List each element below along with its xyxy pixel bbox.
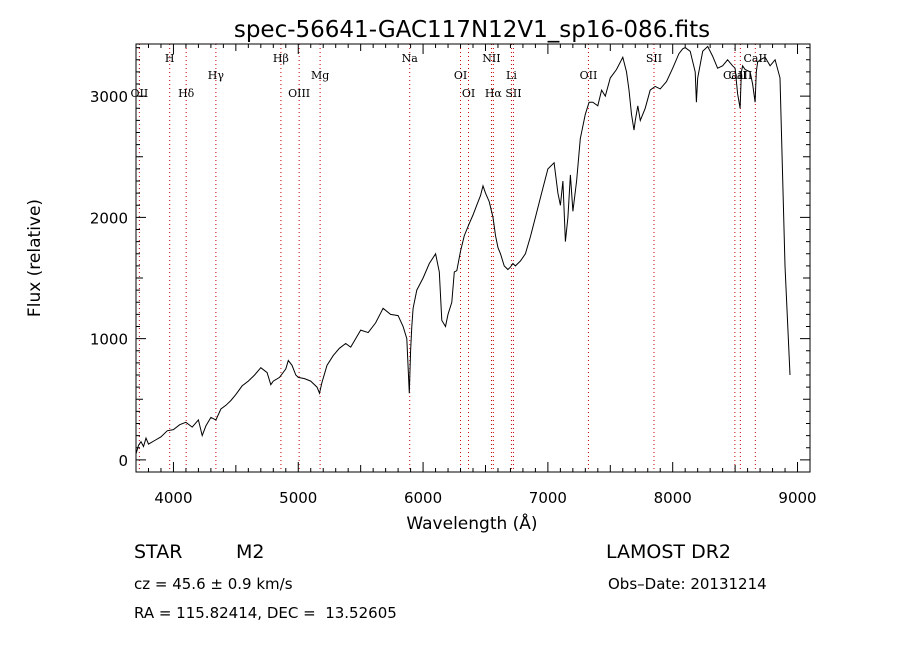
- x-axis-label: Wavelength (Å): [406, 512, 537, 534]
- chart-title: spec-56641-GAC117N12V1_sp16-086.fits: [234, 17, 710, 43]
- emission-line-markers: [138, 44, 756, 472]
- line-label: CaII: [743, 52, 767, 65]
- x-tick-label: 5000: [279, 489, 317, 507]
- line-label: OI: [454, 69, 467, 82]
- line-label: Hγ: [208, 69, 225, 82]
- line-label: Mg: [311, 69, 329, 82]
- line-label: Li: [506, 69, 517, 82]
- line-label: OIII: [288, 87, 310, 100]
- x-tick-label: 8000: [654, 489, 692, 507]
- x-axis: 4000 5000 6000 7000 8000 9000: [135, 44, 817, 507]
- coordinates: RA = 115.82414, DEC = 13.52605: [134, 604, 397, 622]
- line-label: OII: [580, 69, 598, 82]
- observation-date: Obs–Date: 20131214: [608, 575, 767, 593]
- line-label: OII: [131, 87, 149, 100]
- line-label: NII: [482, 52, 500, 65]
- redshift-velocity: cz = 45.6 ± 0.9 km/s: [134, 575, 293, 593]
- y-tick-label: 0: [118, 452, 128, 470]
- line-label: Na: [402, 52, 419, 65]
- y-axis-label: Flux (relative): [25, 199, 45, 317]
- x-tick-label: 7000: [529, 489, 567, 507]
- spectrum-line: [135, 45, 791, 454]
- line-label: SII: [646, 52, 662, 65]
- x-tick-label: 4000: [154, 489, 192, 507]
- survey-name: LAMOST DR2: [606, 541, 731, 563]
- line-label: Hβ: [273, 52, 289, 65]
- line-label: OI: [462, 87, 475, 100]
- subclass: M2: [236, 541, 265, 563]
- y-tick-label: 1000: [90, 331, 128, 349]
- line-label: CaII: [729, 69, 753, 82]
- line-label: Hα: [485, 87, 503, 100]
- x-tick-label: 9000: [778, 489, 816, 507]
- line-label: H: [165, 52, 175, 65]
- line-label: SII: [505, 87, 521, 100]
- object-class: STAR: [134, 541, 183, 563]
- plot-frame: [135, 43, 811, 473]
- line-label: Hδ: [178, 87, 195, 100]
- y-tick-label: 3000: [90, 88, 128, 106]
- x-tick-label: 6000: [404, 489, 442, 507]
- y-axis: 0 1000 2000 3000: [90, 47, 810, 470]
- y-tick-label: 2000: [90, 209, 128, 227]
